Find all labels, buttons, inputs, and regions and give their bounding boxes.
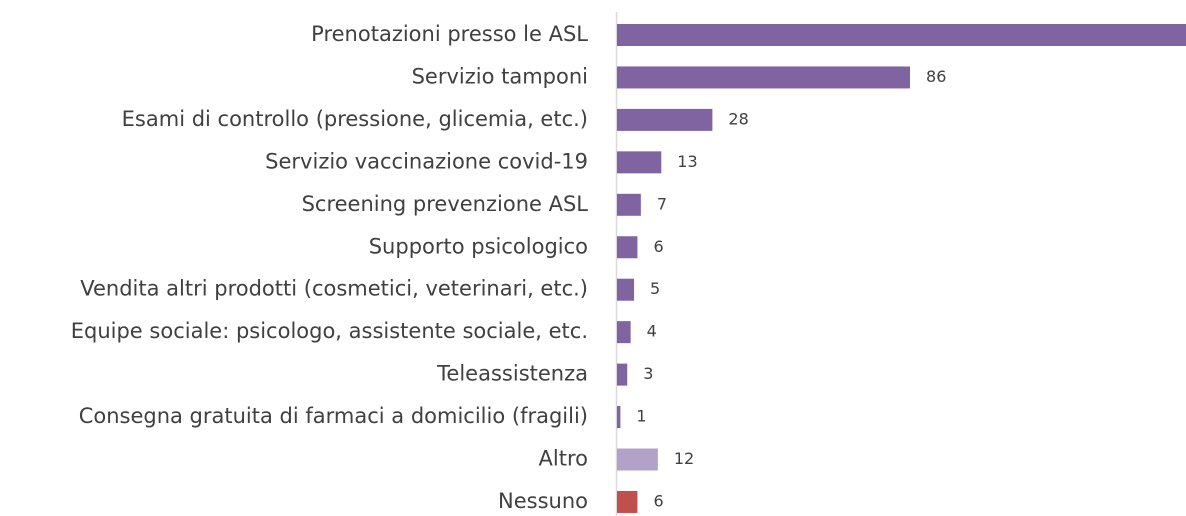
bar (617, 448, 658, 471)
bar (617, 24, 1186, 46)
data-label: 6 (653, 491, 663, 510)
category-label: Equipe sociale: psicologo, assistente so… (71, 319, 588, 343)
category-label: Servizio vaccinazione covid-19 (265, 149, 588, 173)
category-label: Vendita altri prodotti (cosmetici, veter… (80, 277, 588, 301)
bar (617, 406, 621, 429)
category-label: Prenotazioni presso le ASL (311, 22, 588, 46)
category-label: Esami di controllo (pressione, glicemia,… (122, 107, 588, 131)
bar (617, 363, 628, 386)
bar (617, 490, 638, 513)
data-label: 12 (674, 449, 694, 468)
data-label: 1 (636, 407, 646, 426)
bar (617, 278, 635, 301)
data-label: 7 (657, 194, 667, 213)
category-label: Teleassistenza (436, 362, 588, 386)
data-label: 4 (647, 322, 657, 341)
category-label: Supporto psicologico (369, 234, 588, 258)
bar (617, 321, 631, 344)
data-label: 28 (728, 109, 748, 128)
bar (617, 151, 662, 174)
data-label: 5 (650, 279, 660, 298)
bar (617, 193, 641, 216)
category-label: Consegna gratuita di farmaci a domicilio… (79, 404, 588, 428)
data-label: 6 (653, 237, 663, 256)
category-label: Servizio tamponi (412, 64, 588, 88)
category-label: Nessuno (498, 489, 588, 513)
data-label: 3 (643, 364, 653, 383)
bar (617, 66, 911, 89)
data-label: 86 (926, 67, 946, 86)
bar (617, 108, 713, 131)
data-label: 13 (677, 152, 697, 171)
category-label: Screening prevenzione ASL (302, 192, 589, 216)
bar (617, 236, 638, 259)
category-label: Altro (539, 447, 588, 471)
